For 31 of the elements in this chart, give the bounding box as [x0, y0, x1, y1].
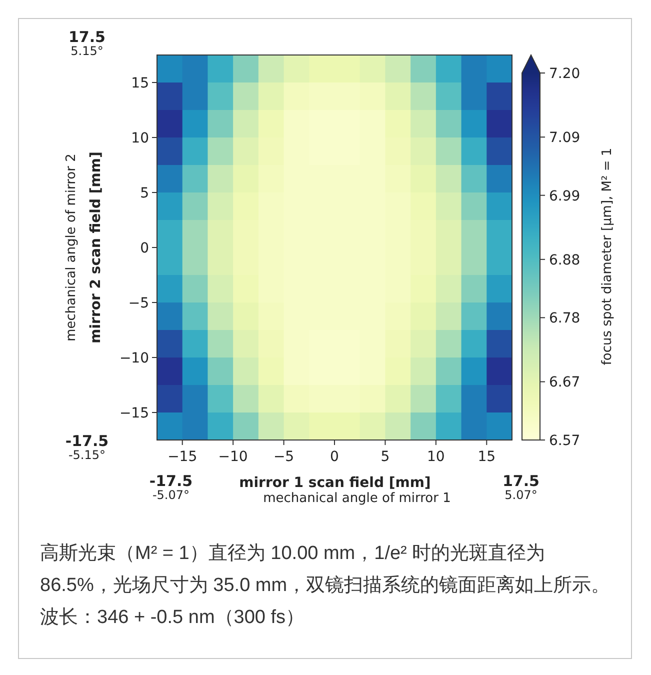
y-tick-label: 10 [131, 130, 149, 146]
x-tick-label: 10 [427, 449, 445, 465]
color-bar-label: 6.57 [549, 433, 580, 449]
color-bar-title: focus spot diameter [μm], M² = 1 [600, 148, 615, 366]
y-tick-label: −5 [128, 296, 149, 312]
x-tick-label: 5 [380, 449, 390, 465]
color-bar-label: 6.67 [549, 374, 580, 391]
x-tick-label: −15 [168, 449, 198, 465]
y-axis-title: mirror 2 scan field [mm] [88, 152, 104, 344]
y-tick-label: 15 [131, 76, 149, 92]
color-bar-label: 6.78 [549, 310, 580, 327]
text: 17.5 5.07° [502, 472, 540, 502]
color-bar-label: 7.20 [549, 66, 580, 82]
x-axis-title: mirror 1 scan field [mm] [239, 475, 431, 491]
text: -17.5 -5.07° [149, 472, 193, 502]
x-tick-label: 0 [330, 449, 339, 465]
color-bar-label: 6.88 [549, 252, 580, 268]
y-tick-label: −15 [119, 406, 149, 422]
text: -17.5 -5.15° [65, 432, 109, 462]
color-bar-label: 6.99 [549, 188, 580, 204]
y-tick-label: 5 [140, 186, 149, 202]
text: mechanical angle of mirror 2 [64, 154, 79, 342]
text: 17.5 5.15° [68, 28, 106, 58]
x-tick-label: −10 [218, 449, 248, 465]
text: mechanical angle of mirror 1 [263, 491, 451, 506]
x-tick-label: −5 [273, 449, 294, 465]
y-tick-label: 0 [140, 240, 149, 256]
color-bar-label: 7.09 [549, 130, 580, 146]
text: 高斯光束（M² = 1）直径为 10.00 mm，1/e² 时的光斑直径为 86.5%，光场尺寸为 35.0 mm，双镜扫描系统的镜面距离如上所示。波长：346 + -0.5 nm（300 fs） [40, 542, 612, 630]
y-tick-label: −10 [119, 350, 149, 366]
x-tick-label: 15 [478, 449, 496, 465]
